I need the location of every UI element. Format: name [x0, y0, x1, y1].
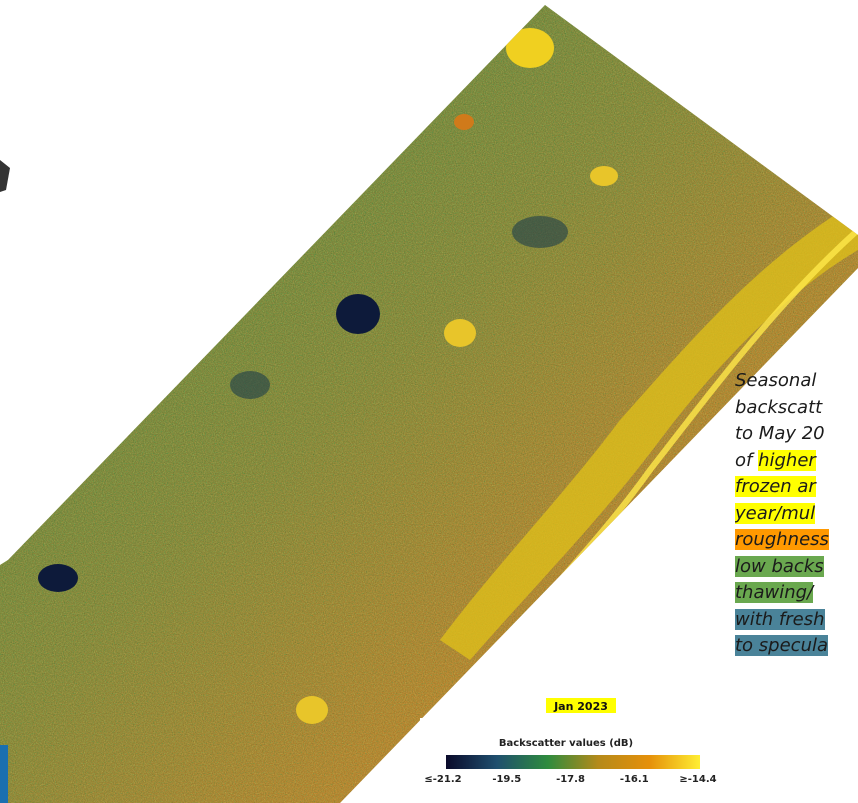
caption-line: to May 20	[735, 421, 858, 448]
caption-line: roughness	[735, 527, 858, 554]
caption-text: year/mul	[735, 503, 815, 524]
caption-text: backscatt	[735, 397, 822, 418]
caption-text: to May 20	[735, 423, 825, 444]
slide: Jan 2023 Backscatter values (dB) ≤-21.2 -…	[0, 0, 858, 803]
map-view: Jan 2023 Backscatter values (dB) ≤-21.2 -…	[0, 0, 858, 803]
caption-line: Seasonal	[735, 368, 858, 395]
caption-text: thawing/	[735, 582, 813, 603]
legend-title: Backscatter values (dB)	[499, 738, 633, 749]
caption-text: Seasonal	[735, 370, 816, 391]
caption-line: frozen ar	[735, 474, 858, 501]
caption-text: higher	[758, 450, 816, 471]
caption-text: to specula	[735, 635, 828, 656]
caption-line: low backs	[735, 554, 858, 581]
caption-line: backscatt	[735, 395, 858, 422]
caption-line: to specula	[735, 633, 858, 660]
colorbar-tick: -16.1	[620, 774, 649, 785]
edge-fragment	[0, 745, 8, 803]
caption-text: low backs	[735, 556, 824, 577]
caption-text: with fresh	[735, 609, 825, 630]
caption-line: of higher	[735, 448, 858, 475]
period-label: Jan 2023	[553, 700, 608, 713]
sar-image	[0, 0, 858, 803]
caption-text: roughness	[735, 529, 829, 550]
caption-line: with fresh	[735, 607, 858, 634]
colorbar-tick: -17.8	[556, 774, 585, 785]
colorbar-tick: ≤-21.2	[424, 774, 461, 785]
colorbar	[446, 755, 700, 769]
colorbar-tick: ≥-14.4	[679, 774, 716, 785]
caption-line: year/mul	[735, 501, 858, 528]
colorbar-tick: -19.5	[492, 774, 521, 785]
caption-prefix: of	[735, 450, 758, 471]
edge-fragment	[0, 160, 10, 192]
caption-text: frozen ar	[735, 476, 816, 497]
caption-line: thawing/	[735, 580, 858, 607]
